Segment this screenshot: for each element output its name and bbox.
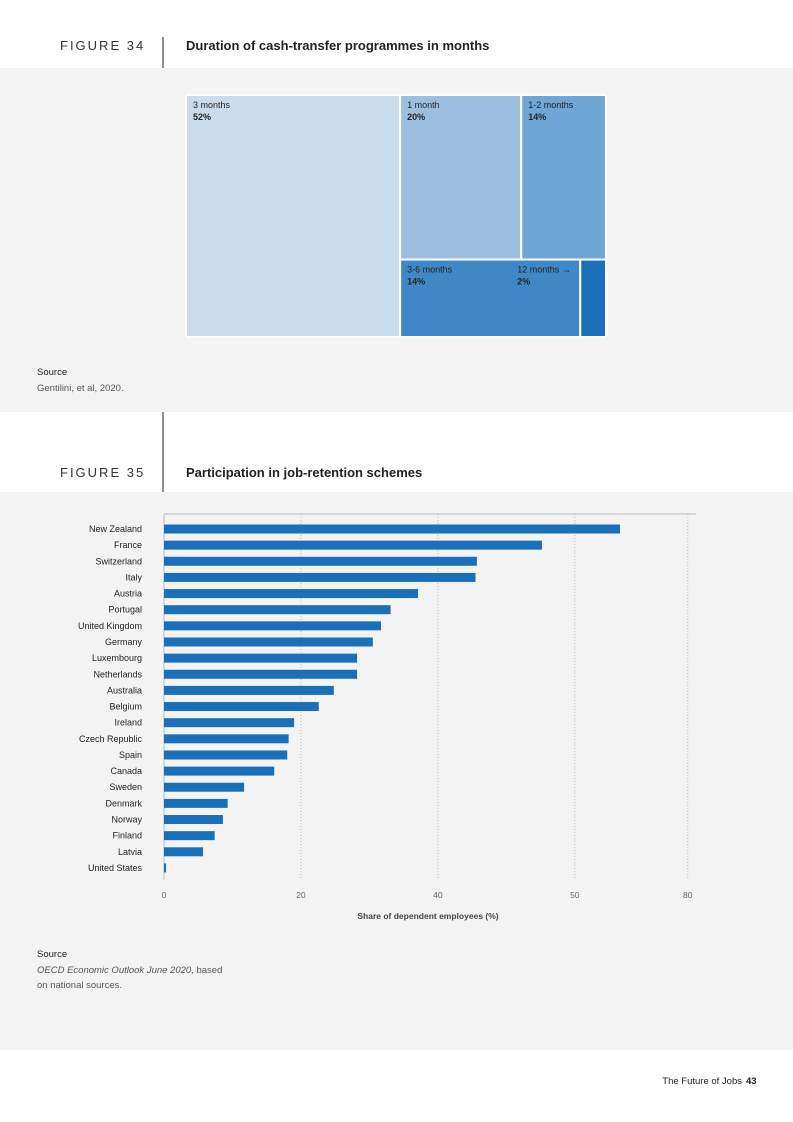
bar [164,766,275,776]
category-label: Latvia [118,847,142,857]
bar [164,847,204,857]
category-label: Denmark [105,798,142,808]
treemap-cell [399,258,582,338]
source-rest: , based [191,965,222,976]
footer-text: The Future of Jobs [662,1076,742,1087]
category-label: France [114,540,142,550]
category-label: Austria [114,589,142,599]
cell-label: 3 months [193,100,231,110]
category-label: Luxembourg [92,653,142,663]
cell-value: 2% [517,277,530,287]
bar [164,750,288,760]
x-tick-label: 50 [570,890,580,900]
x-tick-label: 20 [296,890,306,900]
x-tick-label: 0 [162,890,167,900]
category-label: Netherlands [93,669,142,679]
category-label: Belgium [109,702,142,712]
category-label: Switzerland [95,556,142,566]
category-label: Australia [107,685,142,695]
x-tick-label: 40 [433,890,443,900]
figure-label: FIGURE 34 [60,38,145,53]
category-label: Spain [119,750,142,760]
source-italic: OECD Economic Outlook June 2020 [37,965,192,976]
page-number: 43 [746,1076,757,1087]
bar [164,798,228,808]
bar [164,669,358,679]
bar [164,524,620,534]
bar [164,621,382,631]
category-label: Portugal [108,605,142,615]
x-axis-label: Share of dependent employees (%) [357,911,498,921]
source-heading: Source [37,949,67,960]
bar [164,718,295,728]
category-label: United Kingdom [78,621,142,631]
bar [164,605,391,615]
category-label: New Zealand [89,524,142,534]
bar [164,540,542,550]
cell-value: 14% [528,112,546,122]
bar [164,831,215,841]
bar [164,685,334,695]
bar [164,863,167,873]
chart-title: Participation in job-retention schemes [186,465,422,480]
category-label: Italy [125,572,142,582]
bar [164,702,319,712]
cell-label: 12 months → [517,265,571,275]
cell-value: 20% [407,112,425,122]
x-tick-label: 80 [683,890,693,900]
bar [164,572,476,582]
category-label: Ireland [114,718,142,728]
source-heading: Source [37,367,67,378]
panel [0,492,793,1050]
bar [164,734,289,744]
bar [164,653,358,663]
cell-label: 3-6 months [407,265,453,275]
category-label: Norway [111,815,142,825]
source: Gentilini, et al, 2020. [37,383,124,394]
category-label: Sweden [109,782,142,792]
chart-title: Duration of cash-transfer programmes in … [186,38,489,53]
cell-value: 52% [193,112,211,122]
treemap-cell [579,258,608,338]
bar [164,637,373,647]
cell-value: 14% [407,277,425,287]
category-label: Germany [105,637,143,647]
bar [164,782,245,792]
source: OECD Economic Outlook June 2020, based [37,965,222,976]
bar [164,556,477,566]
bar [164,815,223,825]
category-label: United States [88,863,143,873]
category-label: Canada [110,766,142,776]
treemap-cell [185,94,402,338]
category-label: Finland [112,831,142,841]
source: on national sources. [37,980,122,991]
cell-label: 1-2 months [528,100,574,110]
figure-label: FIGURE 35 [60,465,145,480]
bar [164,589,419,599]
category-label: Czech Republic [79,734,143,744]
cell-label: 1 month [407,100,440,110]
